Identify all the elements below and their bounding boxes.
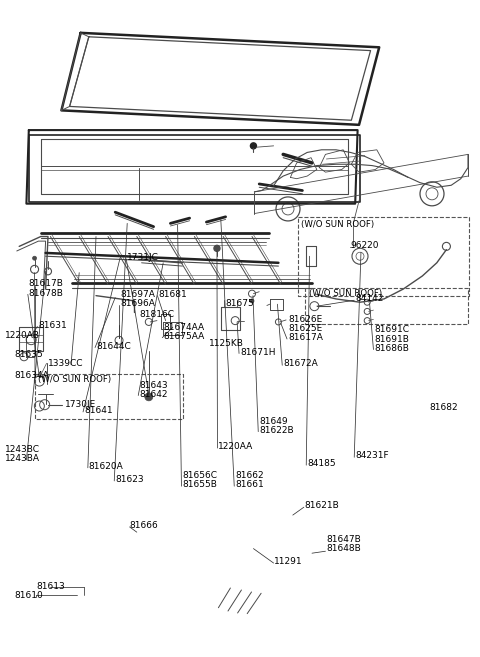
Text: 81674AA: 81674AA	[163, 323, 204, 332]
Text: 11291: 11291	[274, 557, 302, 566]
Text: 81634A: 81634A	[14, 371, 49, 380]
Text: 81642: 81642	[139, 390, 168, 399]
Text: 81696A: 81696A	[120, 299, 155, 308]
Text: 81697A: 81697A	[120, 290, 155, 299]
Circle shape	[250, 299, 254, 303]
Text: 81622B: 81622B	[259, 426, 294, 435]
Text: 84142: 84142	[355, 294, 384, 304]
Text: 81682: 81682	[430, 403, 458, 412]
Text: 81617B: 81617B	[29, 279, 64, 288]
Text: 81672A: 81672A	[283, 359, 318, 369]
Text: 1125KB: 1125KB	[209, 339, 244, 348]
Text: 81661: 81661	[235, 480, 264, 489]
Text: 81691B: 81691B	[374, 334, 409, 344]
Text: 84185: 84185	[307, 459, 336, 468]
Text: 1731JC: 1731JC	[127, 253, 159, 262]
Text: 81631: 81631	[38, 321, 67, 330]
Text: 81681: 81681	[158, 290, 187, 299]
Text: 81621B: 81621B	[305, 501, 339, 510]
Text: 1220AA: 1220AA	[218, 442, 253, 451]
Text: 84231F: 84231F	[355, 451, 389, 461]
Text: 81655B: 81655B	[182, 480, 217, 489]
Text: 81678B: 81678B	[29, 288, 64, 298]
Text: 81643: 81643	[139, 380, 168, 390]
Circle shape	[214, 245, 220, 252]
Text: 81675AA: 81675AA	[163, 332, 204, 341]
Text: 1243BC: 1243BC	[5, 445, 40, 454]
Text: 81626E: 81626E	[288, 315, 322, 324]
Text: (W/O SUN ROOF): (W/O SUN ROOF)	[309, 288, 382, 298]
Text: 81656C: 81656C	[182, 471, 217, 480]
Text: 81641: 81641	[84, 406, 113, 415]
Text: 81635: 81635	[14, 350, 43, 359]
Text: 81675: 81675	[226, 299, 254, 308]
Text: 81647B: 81647B	[326, 535, 361, 544]
Text: 81610: 81610	[14, 591, 43, 600]
Text: 81620A: 81620A	[89, 462, 123, 471]
Text: 96220: 96220	[350, 241, 379, 250]
Text: (W/O SUN ROOF): (W/O SUN ROOF)	[301, 220, 374, 229]
Circle shape	[251, 143, 256, 149]
Circle shape	[33, 256, 36, 260]
Text: 1339CC: 1339CC	[48, 359, 84, 368]
Text: 1243BA: 1243BA	[5, 454, 40, 463]
Text: 1220AB: 1220AB	[5, 330, 40, 340]
Circle shape	[145, 393, 153, 401]
Text: 81625E: 81625E	[288, 324, 322, 333]
Text: 81617A: 81617A	[288, 333, 323, 342]
Text: 81644C: 81644C	[96, 342, 131, 351]
Text: 81816C: 81816C	[139, 309, 174, 319]
Text: 81623: 81623	[115, 475, 144, 484]
Text: 81613: 81613	[36, 582, 65, 591]
Text: 1730JE: 1730JE	[65, 400, 96, 409]
Text: 81686B: 81686B	[374, 344, 409, 353]
Text: 81662: 81662	[235, 471, 264, 480]
Text: 81691C: 81691C	[374, 325, 409, 334]
Text: 81671H: 81671H	[240, 348, 276, 357]
Text: 81649: 81649	[259, 417, 288, 426]
Text: 81666: 81666	[130, 521, 158, 530]
Text: 81648B: 81648B	[326, 544, 361, 553]
Text: (W/O SUN ROOF): (W/O SUN ROOF)	[38, 375, 111, 384]
